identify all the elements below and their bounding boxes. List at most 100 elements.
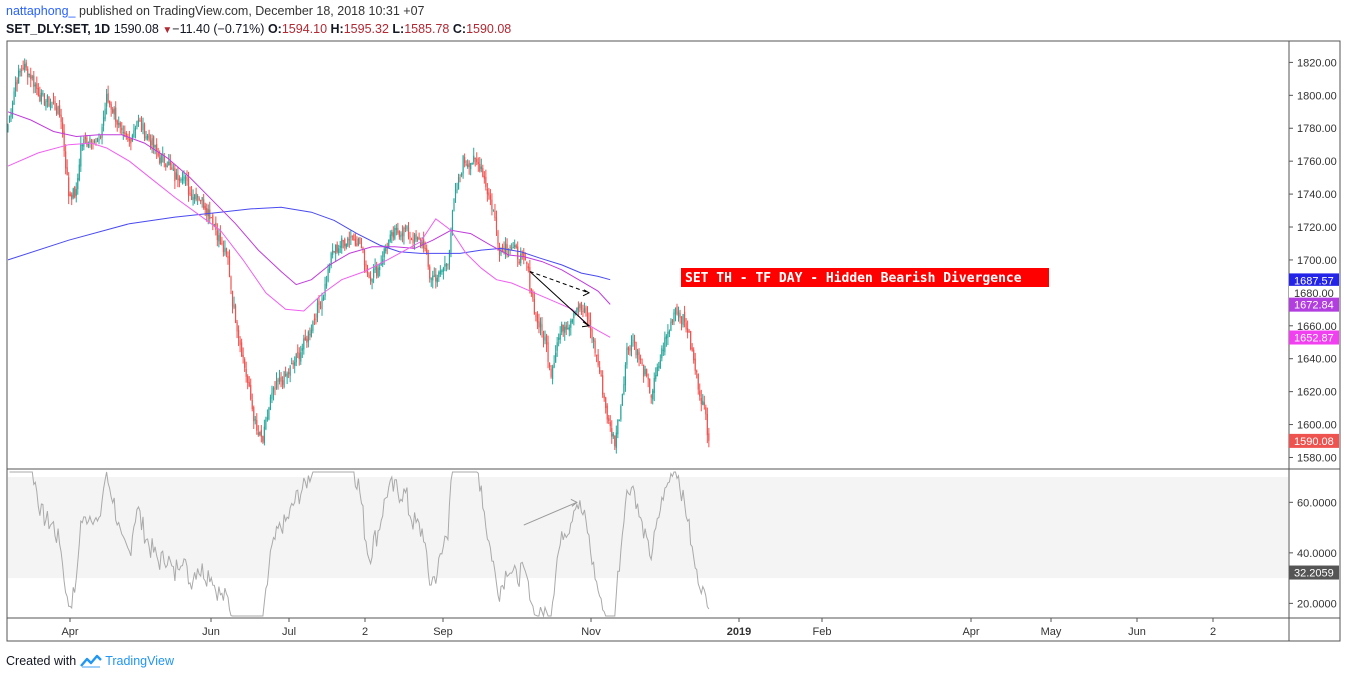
- time-tick-label: Apr: [61, 626, 78, 638]
- candle-body: [699, 390, 701, 397]
- candle-body: [301, 348, 303, 351]
- candle-body: [498, 246, 501, 255]
- candle-body: [180, 179, 182, 181]
- candle-body: [674, 307, 677, 315]
- candle-body: [307, 331, 309, 342]
- candle-body: [30, 74, 32, 80]
- candle-body: [169, 161, 171, 166]
- candle-body: [34, 84, 36, 87]
- candle-body: [571, 319, 573, 323]
- candle-body: [597, 354, 599, 366]
- candle-body: [664, 337, 666, 353]
- candle-body: [137, 119, 140, 123]
- time-tick-label: Sep: [433, 626, 453, 638]
- candle-body: [143, 124, 146, 139]
- candle-body: [87, 142, 90, 147]
- candle-body: [462, 156, 464, 174]
- candle-body: [641, 362, 643, 364]
- candle-body: [300, 352, 302, 362]
- symbol-name[interactable]: SET_DLY:SET, 1D: [6, 22, 111, 36]
- price-label-box: [1289, 273, 1339, 288]
- candle-body: [703, 402, 705, 406]
- candle-body: [662, 349, 664, 351]
- candle-body: [122, 131, 124, 133]
- candle-body: [187, 178, 190, 195]
- candle-body: [292, 363, 294, 365]
- price-label-text: 1652.87: [1294, 333, 1334, 345]
- candle-body: [336, 244, 338, 252]
- candle-body: [14, 82, 17, 92]
- candle-body: [288, 372, 290, 374]
- price-change: −11.40 (−0.71%): [172, 22, 265, 36]
- candle-body: [511, 248, 513, 250]
- candle-body: [421, 241, 423, 246]
- price-tick-label: 1800.00: [1297, 90, 1337, 102]
- price-tick-label: 1700.00: [1297, 255, 1337, 267]
- candle-body: [495, 217, 498, 230]
- candle-body: [623, 384, 625, 395]
- candle-body: [112, 109, 114, 113]
- candle-body: [200, 199, 202, 202]
- candle-body: [453, 198, 455, 211]
- candle-body: [436, 277, 438, 283]
- candle-body: [247, 376, 249, 383]
- time-tick-label: Feb: [813, 626, 832, 638]
- candle-body: [27, 68, 29, 78]
- candle-body: [360, 245, 363, 249]
- candle-body: [40, 92, 42, 102]
- candle-body: [350, 236, 352, 238]
- candle-body: [420, 239, 422, 246]
- candle-body: [324, 283, 326, 297]
- candle-body: [656, 367, 658, 377]
- candle-body: [45, 101, 47, 107]
- candle-body: [21, 69, 23, 71]
- candle-body: [409, 236, 411, 238]
- candle-body: [636, 350, 639, 356]
- candle-body: [298, 353, 300, 360]
- time-tick-label: Jul: [282, 626, 296, 638]
- candle-body: [221, 242, 223, 244]
- author-name[interactable]: nattaphong_: [6, 4, 76, 18]
- time-tick-label: May: [1041, 626, 1062, 638]
- candle-body: [580, 302, 583, 310]
- candle-body: [389, 234, 391, 241]
- candle-body: [245, 368, 247, 377]
- price-tick-label: 1620.00: [1297, 387, 1337, 399]
- candle-body: [412, 239, 414, 244]
- price-tick-label: 1660.00: [1297, 321, 1337, 333]
- candle-body: [595, 354, 598, 356]
- candle-body: [369, 277, 372, 282]
- candle-body: [556, 342, 558, 351]
- candle-body: [542, 331, 545, 341]
- candle-body: [99, 136, 102, 138]
- candle-body: [237, 329, 240, 339]
- candle-body: [688, 331, 690, 333]
- low-label: L:: [392, 22, 405, 36]
- candle-body: [354, 238, 356, 246]
- candle-body: [359, 237, 361, 245]
- candle-body: [514, 245, 516, 248]
- candle-body: [153, 136, 155, 148]
- candle-body: [268, 408, 270, 420]
- time-tick-label: Apr: [962, 626, 979, 638]
- candle-body: [72, 188, 74, 198]
- candle-body: [696, 370, 698, 373]
- candle-body: [454, 189, 457, 199]
- candle-body: [570, 320, 572, 328]
- candle-body: [77, 178, 79, 190]
- candle-body: [224, 247, 226, 252]
- candle-body: [146, 135, 149, 139]
- price-label-box: [1289, 433, 1339, 448]
- candle-body: [357, 238, 360, 245]
- candle-body: [652, 390, 654, 400]
- candle-body: [521, 253, 523, 255]
- candle-body: [140, 120, 143, 131]
- candle-body: [256, 419, 258, 431]
- candle-body: [244, 359, 246, 368]
- tradingview-brand[interactable]: TradingView: [105, 654, 174, 668]
- candle-body: [318, 301, 320, 306]
- candle-body: [512, 246, 514, 249]
- candle-body: [309, 334, 311, 336]
- candle-body: [376, 265, 378, 276]
